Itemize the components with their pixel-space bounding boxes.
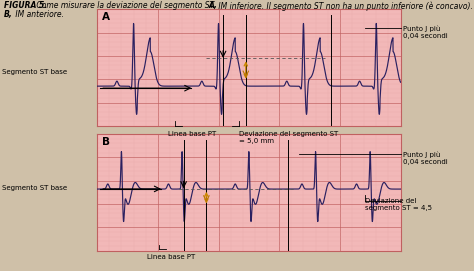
Text: A,: A, <box>209 1 218 10</box>
Text: B: B <box>102 137 109 147</box>
Text: A: A <box>102 12 109 22</box>
Text: Deviazione del segmento ST
= 5,0 mm: Deviazione del segmento ST = 5,0 mm <box>239 131 338 144</box>
Text: Linea base PT: Linea base PT <box>168 131 217 137</box>
Text: IM anteriore.: IM anteriore. <box>13 10 64 19</box>
Text: Punto J più
0,04 secondi: Punto J più 0,04 secondi <box>403 152 447 165</box>
Text: Punto J più
0,04 secondi: Punto J più 0,04 secondi <box>403 26 447 39</box>
Text: B,: B, <box>4 10 12 19</box>
Text: FIGURA 5.: FIGURA 5. <box>4 1 47 10</box>
Text: Segmento ST base: Segmento ST base <box>2 185 67 191</box>
Text: Deviazione del
segmento ST = 4,5: Deviazione del segmento ST = 4,5 <box>365 198 432 211</box>
Text: Linea base PT: Linea base PT <box>147 254 195 260</box>
Text: IM inferiore. Il segmento ST non ha un punto inferiore (è concavo).: IM inferiore. Il segmento ST non ha un p… <box>216 1 473 11</box>
Text: Segmento ST base: Segmento ST base <box>2 69 67 75</box>
Text: Come misurare la deviazione del segmento ST.: Come misurare la deviazione del segmento… <box>34 1 218 10</box>
